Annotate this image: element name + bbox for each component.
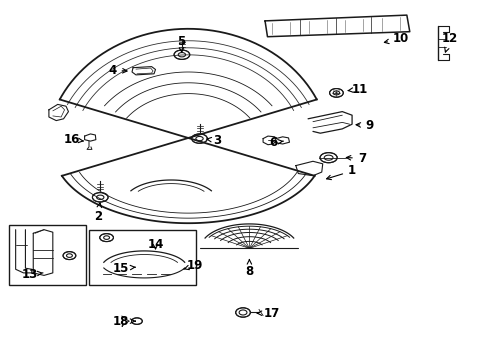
Text: 6: 6: [269, 136, 283, 149]
Text: 19: 19: [183, 259, 203, 272]
Ellipse shape: [191, 134, 207, 143]
Ellipse shape: [235, 308, 250, 317]
Text: 16: 16: [63, 133, 83, 146]
Ellipse shape: [174, 50, 189, 59]
Text: 7: 7: [346, 152, 365, 165]
Ellipse shape: [320, 153, 337, 163]
Text: 9: 9: [355, 119, 372, 132]
Text: 2: 2: [94, 203, 102, 222]
Text: 4: 4: [108, 64, 127, 77]
Ellipse shape: [63, 252, 76, 260]
Ellipse shape: [131, 318, 142, 324]
Text: 12: 12: [441, 32, 457, 52]
Text: 15: 15: [113, 262, 135, 275]
Ellipse shape: [329, 89, 343, 97]
Ellipse shape: [92, 193, 108, 202]
Text: 18: 18: [113, 315, 135, 328]
Text: 11: 11: [347, 83, 367, 96]
Ellipse shape: [100, 234, 113, 242]
Bar: [9, 225, 86, 285]
Text: 1: 1: [326, 165, 355, 180]
Text: 10: 10: [384, 32, 408, 45]
Text: 5: 5: [177, 35, 184, 52]
Text: 13: 13: [21, 268, 43, 281]
Text: 17: 17: [257, 307, 280, 320]
Bar: [89, 230, 196, 285]
Text: 3: 3: [206, 134, 221, 147]
Text: 14: 14: [147, 238, 163, 251]
Text: 8: 8: [245, 260, 253, 278]
